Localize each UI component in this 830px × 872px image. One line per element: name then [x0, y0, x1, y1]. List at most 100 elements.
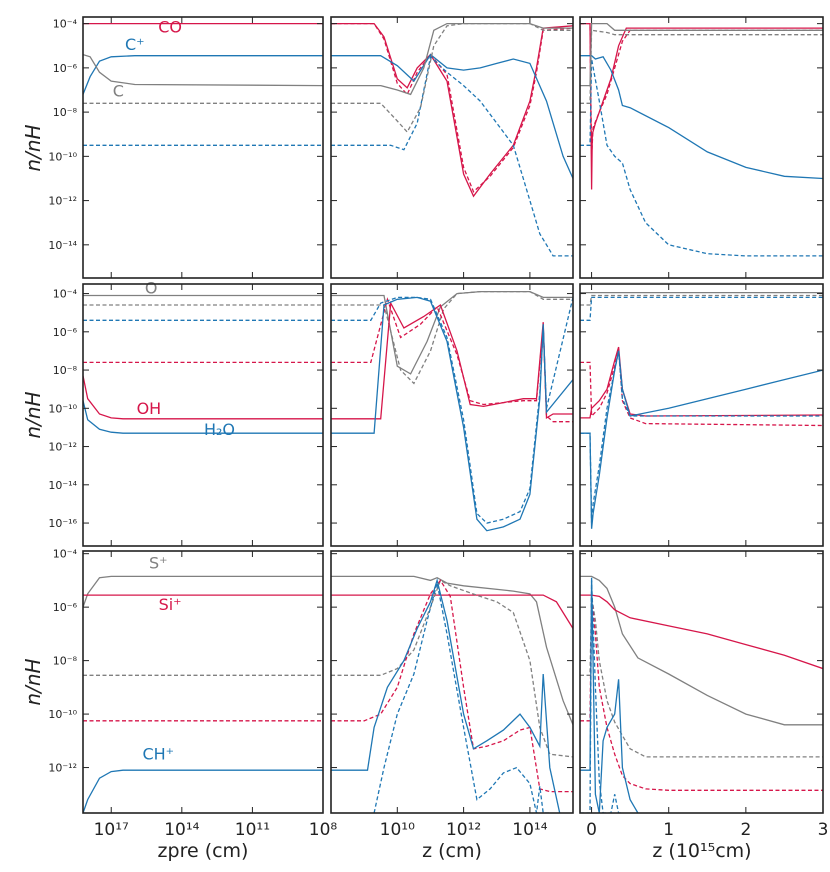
panel-0-2-curves: [580, 22, 823, 257]
species-label-2-0-0: S⁺: [149, 553, 168, 572]
x-tick-label-0-0: 10¹⁷: [94, 820, 129, 840]
series-line-0-0-2: [83, 53, 323, 87]
series-line-0-2-1: [580, 22, 823, 157]
series-line-0-1-4: [331, 22, 573, 96]
y-axis-label-0: n/nH: [21, 124, 45, 171]
x-tick-label-2-0: 0: [586, 820, 597, 840]
y-tick-label-0: 10⁻¹⁰: [48, 150, 77, 163]
panel-frame-0-1: [330, 16, 574, 279]
series-line-2-1-3: [331, 579, 573, 793]
series-line-0-1-0: [331, 22, 573, 198]
panel-frame-2-1: [330, 550, 574, 814]
series-line-1-2-1: [580, 294, 823, 306]
series-line-1-2-2: [580, 296, 823, 321]
series-line-2-1-4: [331, 577, 561, 813]
species-label-1-0-2: H₂O: [204, 420, 235, 439]
x-tick-label-2-3: 3: [818, 820, 829, 840]
species-label-2-0-1: Si⁺: [159, 595, 182, 614]
series-line-0-2-3: [580, 58, 823, 257]
panel-frame-1-0: [82, 283, 324, 547]
series-line-0-1-2: [331, 53, 573, 179]
x-tick-label-2-1: 1: [663, 820, 674, 840]
panel-0-0-curves: [83, 22, 323, 146]
x-tick-label-1-2: 10¹²: [446, 820, 481, 840]
y-tick-label-0: 10⁻⁴: [53, 18, 78, 31]
x-axis-label-1: z (cm): [422, 840, 482, 862]
series-line-1-1-3: [331, 297, 573, 423]
series-line-0-2-0: [580, 22, 823, 190]
y-tick-label-1: 10⁻⁶: [53, 326, 78, 339]
y-tick-label-2: 10⁻⁴: [53, 548, 78, 561]
species-label-0-0-1: C⁺: [125, 35, 145, 54]
series-line-2-1-1: [331, 594, 573, 629]
panel-frame-2-2: [579, 550, 824, 814]
y-tick-label-0: 10⁻⁸: [53, 106, 78, 119]
series-line-0-1-5: [331, 22, 573, 134]
series-line-2-2-4: [580, 577, 639, 813]
panel-1-2-curves: [580, 291, 823, 529]
panel-0-1-curves: [331, 22, 573, 257]
panel-1-0-curves: [83, 294, 323, 434]
series-line-2-1-2: [331, 579, 573, 758]
series-line-0-1-3: [331, 55, 573, 257]
series-line-1-2-4: [580, 348, 823, 427]
x-tick-label-0-3: 10⁸: [309, 820, 338, 840]
y-axis-label-1: n/nH: [21, 391, 45, 438]
y-tick-label-1: 10⁻¹⁴: [48, 479, 77, 492]
panel-frame-1-2: [579, 283, 824, 547]
species-label-1-0-1: OH: [137, 399, 162, 418]
x-tick-label-1-1: 10¹⁰: [380, 820, 415, 840]
series-line-2-0-4: [83, 769, 323, 813]
species-label-1-0-0: O: [145, 279, 158, 298]
x-tick-label-2-2: 2: [740, 820, 751, 840]
species-label-0-0-2: C: [113, 82, 124, 101]
series-line-1-0-4: [83, 375, 323, 420]
series-line-2-1-5: [373, 582, 550, 813]
x-tick-label-0-1: 10¹⁴: [164, 820, 199, 840]
x-tick-label-1-3: 10¹⁴: [512, 820, 547, 840]
series-line-1-1-1: [331, 290, 573, 385]
species-label-2-0-2: CH⁺: [142, 745, 174, 764]
series-line-1-0-5: [83, 400, 323, 434]
y-tick-label-2: 10⁻¹⁰: [48, 708, 77, 721]
y-tick-label-1: 10⁻⁸: [53, 364, 78, 377]
series-line-2-0-0: [83, 575, 323, 608]
species-label-0-0-0: CO: [158, 18, 182, 37]
panel-2-1-curves: [331, 575, 573, 813]
series-line-1-2-3: [580, 346, 823, 419]
y-tick-label-1: 10⁻¹⁶: [48, 517, 77, 530]
series-line-2-1-0: [331, 575, 573, 726]
y-axis-label-2: n/nH: [21, 658, 45, 705]
series-line-1-1-4: [331, 296, 573, 532]
y-tick-label-2: 10⁻⁶: [53, 601, 78, 614]
series-line-2-2-1: [580, 594, 823, 670]
panel-1-1-curves: [331, 290, 573, 532]
series-line-2-2-2: [580, 596, 823, 758]
x-tick-label-0-2: 10¹¹: [235, 820, 270, 840]
x-axis-label-2: z (10¹⁵cm): [652, 840, 751, 862]
y-tick-label-0: 10⁻¹²: [48, 195, 77, 208]
series-line-1-2-6: [580, 350, 823, 524]
series-line-0-0-1: [83, 55, 323, 95]
y-tick-label-1: 10⁻⁴: [53, 288, 78, 301]
panel-frame-0-0: [82, 16, 324, 279]
y-tick-label-2: 10⁻¹²: [48, 762, 77, 775]
series-line-2-2-5: [580, 580, 623, 813]
panel-frame-0-2: [579, 16, 824, 279]
y-tick-label-1: 10⁻¹²: [48, 441, 77, 454]
x-axis-label-0: zpre (cm): [158, 840, 249, 862]
panel-frame-1-1: [330, 283, 574, 547]
series-line-0-2-5: [580, 29, 823, 104]
y-tick-label-1: 10⁻¹⁰: [48, 402, 77, 415]
series-line-0-2-2: [580, 55, 823, 180]
panel-2-2-curves: [580, 575, 823, 813]
series-line-2-2-0: [580, 575, 823, 726]
panel-2-0-curves: [83, 575, 323, 813]
series-line-1-2-5: [580, 350, 823, 529]
panel-frame-2-0: [82, 550, 324, 814]
series-line-1-1-5: [331, 296, 573, 524]
y-tick-label-0: 10⁻¹⁴: [48, 239, 77, 252]
y-tick-label-2: 10⁻⁸: [53, 655, 78, 668]
y-tick-label-0: 10⁻⁶: [53, 62, 78, 75]
